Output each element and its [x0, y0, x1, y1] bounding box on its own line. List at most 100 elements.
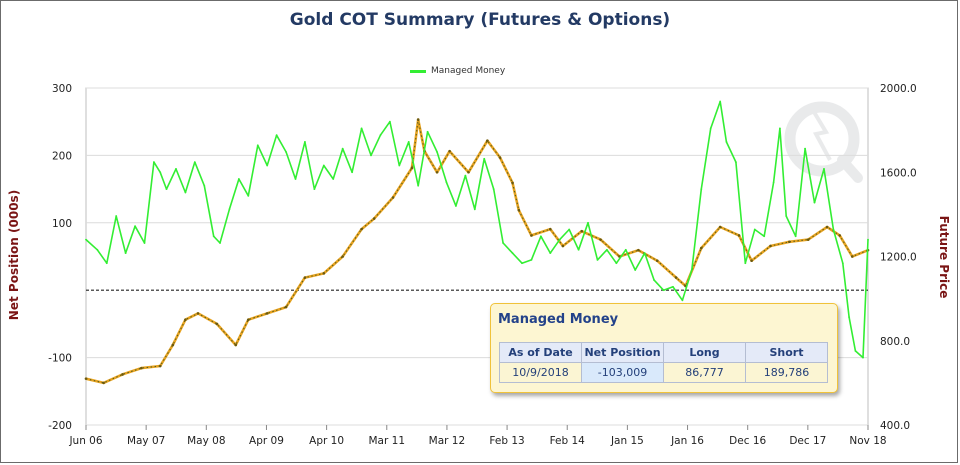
tooltip-managed-money: Managed Money As of Date Net Position Lo…: [490, 303, 838, 393]
gold-price-point: [718, 225, 722, 229]
y-right-tick-label: 400.0: [880, 420, 910, 432]
gold-price-point: [674, 276, 678, 279]
managed-money-point: [370, 154, 372, 157]
managed-money-point: [398, 164, 401, 167]
managed-money-point: [744, 262, 747, 265]
y-right-tick-label: 800.0: [880, 336, 910, 348]
gold-price-point: [517, 208, 521, 212]
gold-price-point: [196, 312, 200, 315]
logo-watermark: [784, 101, 863, 183]
managed-money-point: [725, 141, 728, 143]
gold-price-point: [498, 156, 502, 159]
managed-money-point: [823, 167, 825, 170]
y-right-tick-label: 1600.0: [880, 167, 917, 179]
managed-money-point: [596, 258, 599, 261]
gold-price-line-dots: [85, 119, 869, 384]
gold-price-point: [265, 312, 269, 315]
managed-money-point: [436, 151, 438, 153]
managed-money-point: [483, 157, 486, 160]
gold-price-point: [580, 229, 584, 233]
managed-money-point: [662, 289, 665, 292]
gold-price-point: [391, 196, 395, 199]
managed-money-point: [143, 242, 146, 244]
managed-money-point: [785, 215, 788, 217]
gold-price-point: [234, 343, 238, 347]
managed-money-point: [153, 161, 155, 164]
gold-price-point: [467, 170, 470, 174]
managed-money-point: [832, 228, 835, 231]
tooltip-title: Managed Money: [498, 312, 619, 327]
managed-money-point: [341, 147, 344, 150]
y-right-tick-label: 2000.0: [880, 83, 917, 95]
managed-money-point: [804, 147, 806, 150]
tooltip-col-long: Long: [663, 342, 746, 363]
tooltip-value-net: -103,009: [581, 362, 664, 383]
managed-money-point: [813, 201, 816, 204]
managed-money-point: [634, 269, 637, 271]
tooltip-value-long: 86,777: [663, 362, 746, 383]
managed-money-point: [159, 171, 162, 174]
gold-price-point: [637, 248, 640, 252]
managed-money-point: [521, 262, 523, 265]
y-left-tick-label: 200: [52, 150, 72, 162]
gold-price-point: [84, 377, 88, 380]
managed-money-point: [492, 188, 495, 191]
gold-price-point: [215, 322, 219, 326]
legend-label-managed-money: Managed Money: [431, 66, 506, 76]
gold-price-point: [750, 259, 753, 263]
managed-money-point: [193, 161, 196, 164]
managed-money-point: [407, 141, 410, 143]
gold-price-point: [140, 366, 143, 370]
managed-money-point: [105, 262, 108, 265]
managed-money-point: [165, 188, 168, 191]
managed-money-point: [681, 299, 684, 302]
gold-price-point: [247, 318, 250, 321]
gold-price-point: [435, 170, 439, 174]
tooltip-header-row: As of Date Net Position Long Short: [499, 342, 828, 363]
gold-price-point: [825, 225, 829, 229]
gold-price-point: [372, 217, 376, 220]
managed-money-point: [417, 184, 420, 187]
managed-money-point: [606, 248, 608, 251]
x-tick-label: Feb 14: [550, 435, 586, 447]
gold-price-point: [530, 234, 533, 237]
managed-money-point: [502, 242, 505, 244]
legend[interactable]: Managed Money: [410, 66, 505, 76]
managed-money-point: [624, 248, 627, 251]
x-tick-label: Jan 16: [670, 435, 704, 447]
chart-title: Gold COT Summary (Futures & Options): [289, 10, 671, 30]
managed-money-point: [360, 127, 363, 130]
managed-money-point: [473, 208, 476, 211]
x-tick-label: Apr 09: [249, 435, 284, 447]
managed-money-point: [96, 248, 99, 251]
managed-money-point: [266, 164, 269, 167]
y-left-tick-label: -100: [48, 353, 72, 365]
legend-swatch-managed-money: [410, 69, 426, 73]
gold-price-point: [655, 259, 659, 263]
tooltip-value-row: 10/9/2018 -103,009 86,777 189,786: [499, 362, 828, 383]
x-tick-label: May 07: [127, 435, 165, 447]
tooltip-col-short: Short: [745, 342, 828, 363]
managed-money-point: [734, 161, 737, 164]
gold-price-point: [561, 244, 565, 248]
gold-price-point: [548, 227, 552, 231]
gold-price-point: [737, 234, 741, 237]
managed-money-point: [247, 194, 250, 197]
managed-money-point: [184, 191, 187, 194]
gold-price-point: [171, 343, 175, 347]
managed-money-point: [388, 120, 391, 123]
gold-price-point: [511, 181, 514, 185]
gold-price-point: [284, 305, 288, 309]
managed-money-point: [212, 235, 215, 238]
gold-price-point: [184, 318, 187, 321]
x-tick-label: Nov 18: [849, 435, 886, 447]
managed-money-point: [124, 252, 127, 255]
tooltip-table: As of Date Net Position Long Short 10/9/…: [499, 342, 828, 383]
managed-money-point: [848, 316, 851, 319]
x-tick-label: Apr 10: [309, 435, 344, 447]
x-tick-label: May 08: [187, 435, 225, 447]
managed-money-point: [85, 238, 87, 241]
managed-money-point: [794, 235, 797, 238]
managed-money-point: [285, 151, 287, 153]
